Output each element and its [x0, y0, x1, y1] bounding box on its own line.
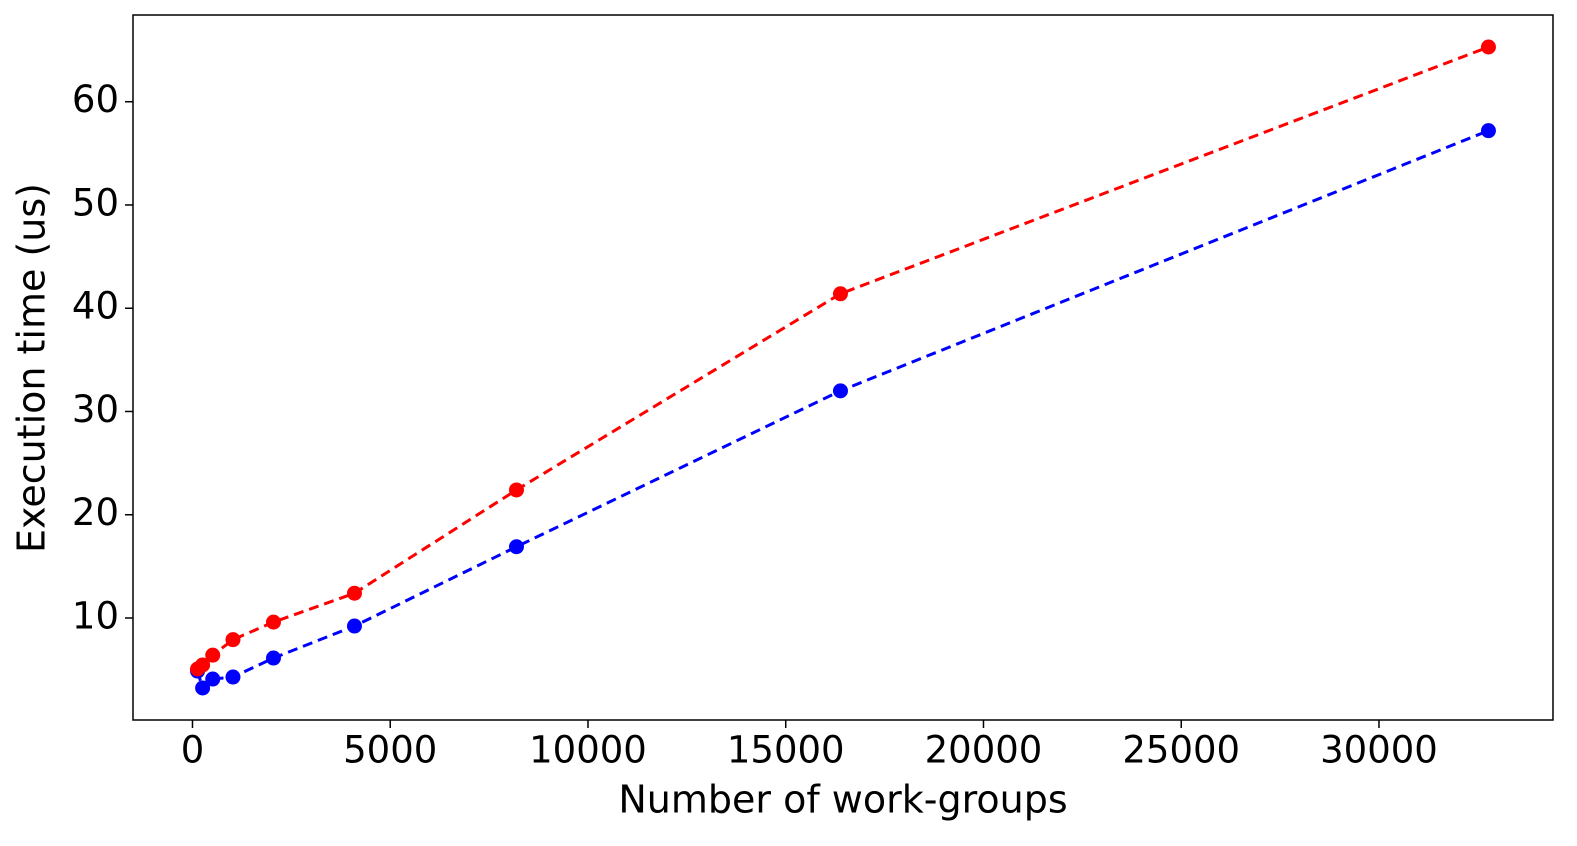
y-tick-label: 50 — [72, 181, 119, 224]
series-line — [196, 45, 1489, 671]
point — [832, 286, 848, 302]
y-tick-label: 30 — [72, 388, 119, 431]
y-tick-label: 10 — [72, 594, 119, 637]
point — [832, 383, 848, 399]
y-tick-label: 20 — [72, 491, 119, 534]
x-tick-label: 20000 — [925, 729, 1043, 772]
point — [265, 614, 281, 630]
point — [265, 650, 281, 666]
plot-frame — [132, 14, 1554, 721]
point — [195, 657, 211, 673]
x-tick-label: 0 — [181, 729, 205, 772]
point — [205, 671, 221, 687]
point — [1480, 123, 1496, 139]
x-axis-label: Number of work-groups — [618, 778, 1067, 822]
point — [346, 585, 362, 601]
x-tick-label: 10000 — [529, 729, 647, 772]
y-tick-label: 40 — [72, 285, 119, 328]
y-tick-label: 60 — [72, 78, 119, 121]
series-line — [196, 129, 1490, 691]
point — [205, 647, 221, 663]
x-tick-label: 5000 — [343, 729, 437, 772]
x-tick-label: 30000 — [1320, 729, 1438, 772]
point — [508, 539, 524, 555]
point — [225, 632, 241, 648]
x-tick-label: 15000 — [727, 729, 845, 772]
point — [346, 618, 362, 634]
point — [195, 680, 211, 696]
point — [1480, 39, 1496, 55]
point — [508, 482, 524, 498]
point — [225, 669, 241, 685]
x-tick-label: 25000 — [1122, 729, 1240, 772]
y-axis-label: Execution time (us) — [10, 183, 54, 553]
